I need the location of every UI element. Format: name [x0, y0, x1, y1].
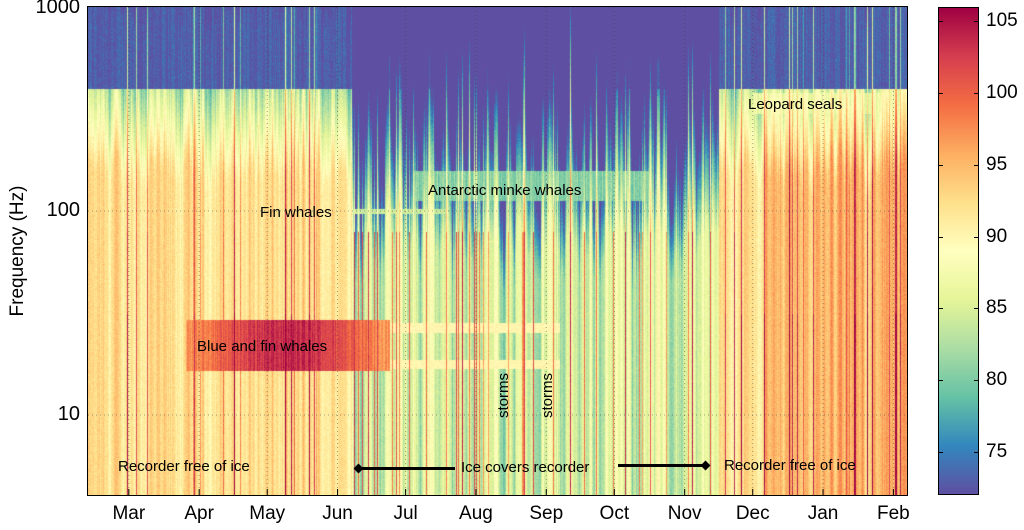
- colorbar-tick: [938, 236, 943, 238]
- colorbar-tick: [938, 380, 943, 382]
- x-tick-label-dec: Dec: [735, 503, 770, 524]
- colorbar-tick: [938, 21, 943, 23]
- colorbar-tick-label: 85: [986, 297, 1008, 319]
- grid-lines: [88, 7, 907, 495]
- colorbar-tick-label: 80: [986, 369, 1008, 391]
- x-tick-label-aug: Aug: [459, 503, 493, 524]
- colorbar: [938, 7, 979, 495]
- colorbar-tick: [938, 308, 943, 310]
- y-tick-1000: 1000: [35, 0, 81, 18]
- annotation-leopard-seals: Leopard seals: [748, 96, 843, 113]
- colorbar-tick: [974, 451, 979, 453]
- x-tick-label-jul: Jul: [393, 503, 418, 524]
- x-tick-label-feb: Feb: [877, 503, 910, 524]
- annotation-recorder-free-2: Recorder free of ice: [724, 457, 856, 474]
- colorbar-tick-label: 105: [986, 10, 1018, 32]
- colorbar-tick: [974, 21, 979, 23]
- ice-arrow-left: [359, 467, 455, 470]
- spectrogram-heatmap: [88, 7, 907, 495]
- y-tick-100: 100: [46, 199, 80, 221]
- colorbar-tick-label: 95: [986, 153, 1008, 175]
- annotation-minke-whales: Antarctic minke whales: [428, 182, 582, 199]
- colorbar-tick: [974, 93, 979, 95]
- colorbar-tick-label: 75: [986, 440, 1008, 462]
- x-tick-label-jun: Jun: [322, 503, 353, 524]
- x-tick-label-may: May: [249, 503, 286, 524]
- annotation-ice-covers: Ice covers recorder: [461, 459, 590, 476]
- annotation-storms-2: storms: [539, 373, 556, 418]
- annotation-blue-fin-whales: Blue and fin whales: [197, 338, 328, 355]
- x-tick-label-apr: Apr: [184, 503, 214, 524]
- colorbar-tick-label: 90: [986, 225, 1008, 247]
- y-tick-10: 10: [57, 403, 80, 425]
- colorbar-tick: [938, 451, 943, 453]
- colorbar-tick: [974, 380, 979, 382]
- annotation-fin-whales: Fin whales: [260, 204, 332, 221]
- colorbar-tick-label: 100: [986, 82, 1018, 104]
- annotation-recorder-free-1: Recorder free of ice: [118, 458, 250, 475]
- x-tick-label-oct: Oct: [599, 503, 630, 524]
- colorbar-tick: [938, 164, 943, 166]
- x-tick-label-jan: Jan: [807, 503, 839, 524]
- colorbar-tick: [974, 164, 979, 166]
- colorbar-tick: [974, 308, 979, 310]
- colorbar-tick: [974, 236, 979, 238]
- x-tick-label-mar: Mar: [112, 503, 146, 524]
- annotation-storms-1: storms: [495, 373, 512, 418]
- x-tick-label-nov: Nov: [667, 503, 702, 524]
- colorbar-tick: [938, 93, 943, 95]
- ice-arrow-right: [618, 464, 706, 467]
- x-tick-label-sep: Sep: [529, 503, 564, 524]
